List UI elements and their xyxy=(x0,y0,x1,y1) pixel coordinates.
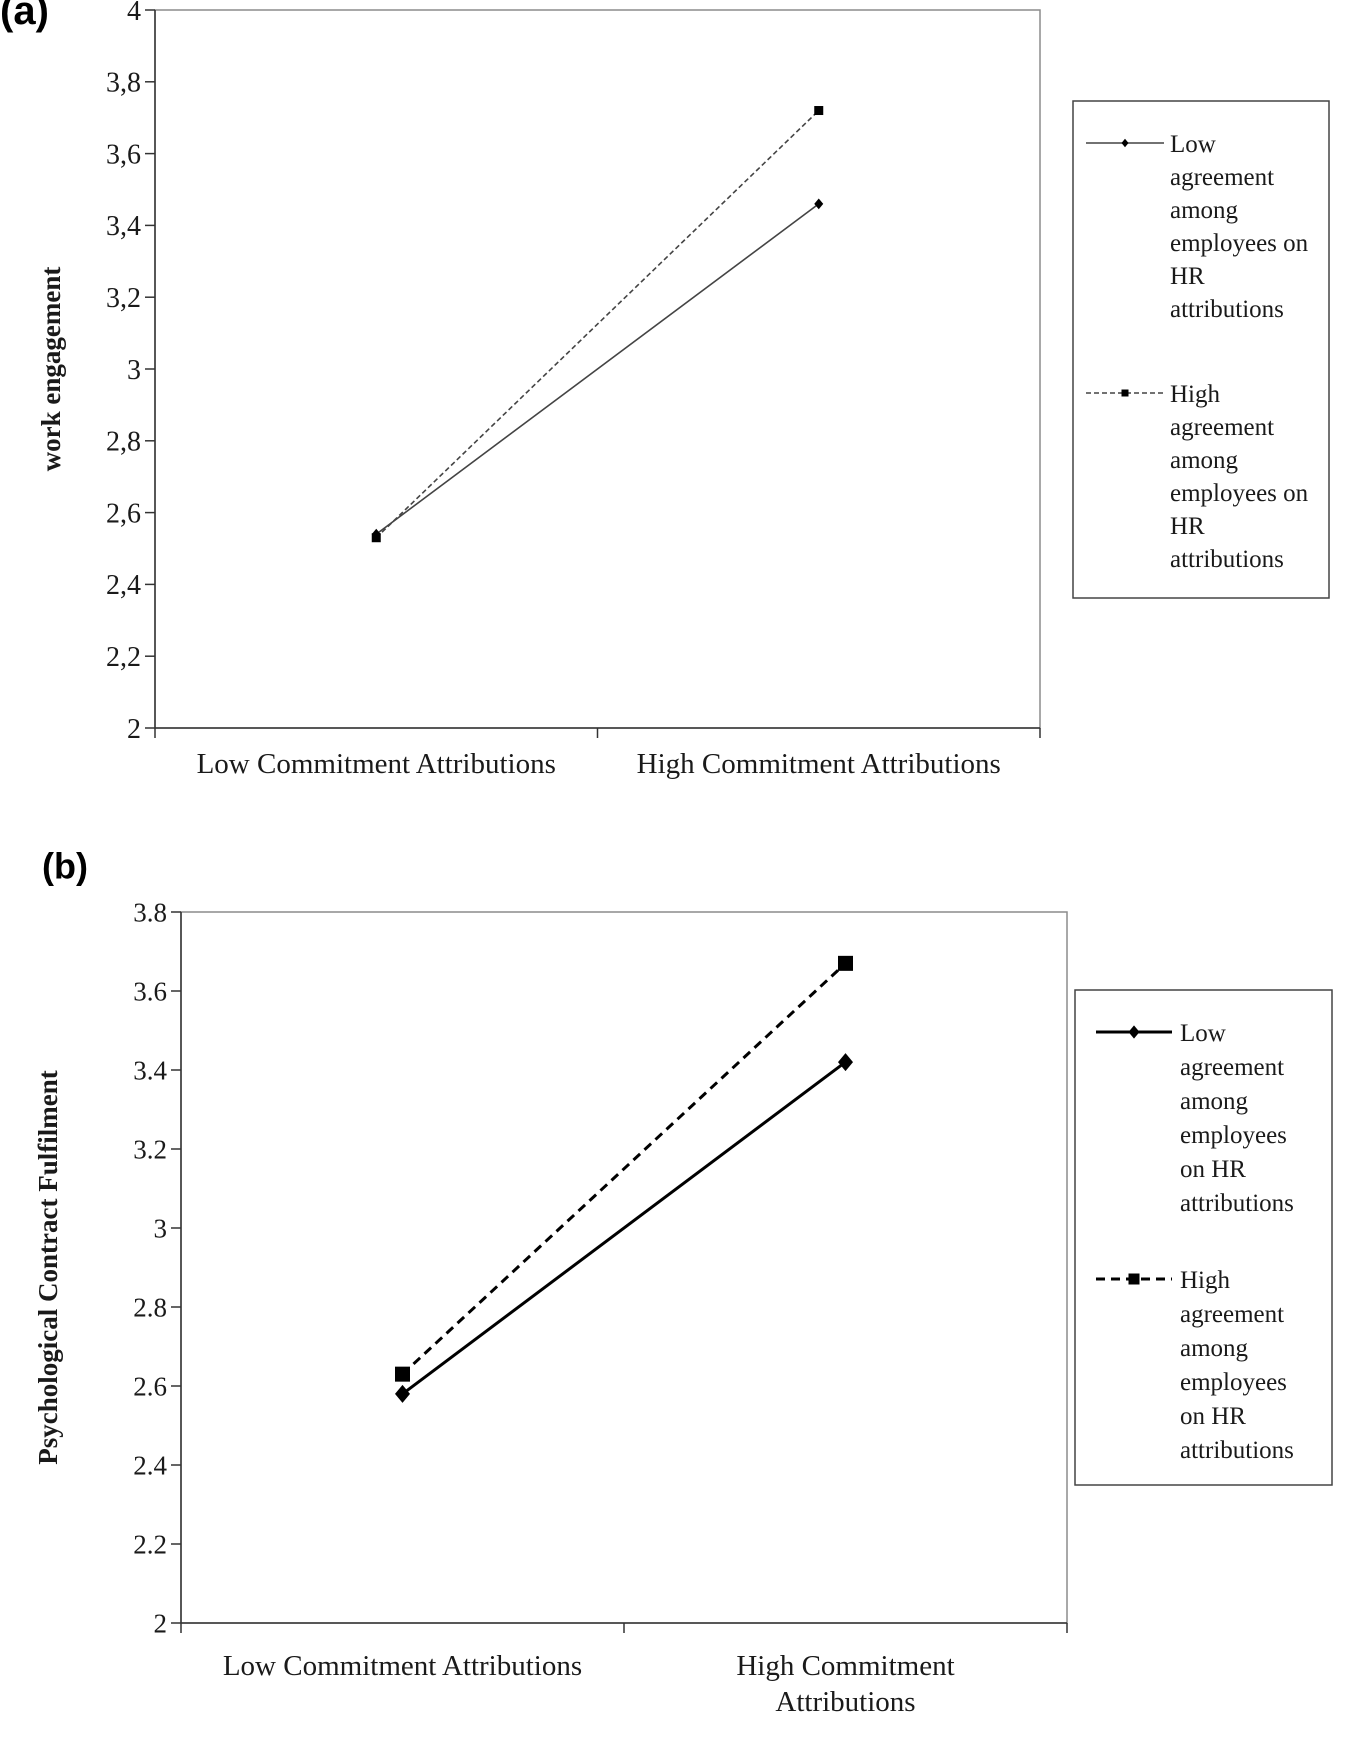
legend-item-low-agreement: Low agreement among employees on HR attributi… xyxy=(1086,131,1309,323)
legend-marker xyxy=(1128,1273,1140,1285)
data-point xyxy=(395,1384,410,1403)
y-tick-label: 4 xyxy=(127,0,141,27)
data-point xyxy=(814,198,824,210)
legend-box xyxy=(1074,989,1333,1486)
chart-a: (a) 2 2,2 2,4 2,6 2,8 3 3,2 3,4 3,6 3,8 4 Low Commit… xyxy=(0,0,1330,780)
legend-marker xyxy=(1128,1025,1140,1039)
y-tick-label: 3.8 xyxy=(133,897,167,927)
y-tick-label: 2,8 xyxy=(106,427,141,458)
x-tick-label: High Commitment Attributions xyxy=(736,1650,954,1718)
y-tick-label: 3.2 xyxy=(133,1134,167,1164)
y-tick-label: 2 xyxy=(154,1608,168,1638)
panel-label: (b) xyxy=(42,846,88,887)
y-axis-title: work engagement xyxy=(36,267,66,472)
data-point xyxy=(814,106,824,116)
series-line xyxy=(375,109,820,539)
legend-label: Low agreement among employees on HR attributi… xyxy=(1170,131,1309,323)
data-point xyxy=(838,955,853,971)
y-tick-label: 3.4 xyxy=(133,1055,167,1085)
y-tick-label: 2.6 xyxy=(133,1371,167,1401)
series-high-agreement xyxy=(395,955,853,1382)
y-tick-label: 3 xyxy=(127,355,141,386)
data-point xyxy=(395,1366,410,1382)
y-tick-label: 3,4 xyxy=(106,211,141,242)
legend-item-high-agreement: High agreement among employees on HR attribut… xyxy=(1086,381,1309,573)
y-tick-label: 3,2 xyxy=(106,283,141,314)
data-point xyxy=(838,1053,853,1072)
panel-label: (a) xyxy=(0,0,49,33)
legend-box xyxy=(1072,100,1330,599)
y-tick-label: 3 xyxy=(154,1213,168,1243)
x-tick-label: High Commitment Attributions xyxy=(637,748,1001,780)
y-tick-label: 2 xyxy=(127,714,141,745)
legend-item-low-agreement: Low agreement among employees on HR attributi… xyxy=(1096,1020,1294,1217)
legend-label: High agreement among employees on HR attribut… xyxy=(1180,1267,1294,1464)
series-low-agreement xyxy=(371,198,824,540)
y-tick-label: 2,4 xyxy=(106,570,141,601)
chart-b: (b) 2 2.2 2.4 2.6 2.8 3 3.2 3.4 3.6 3.8 Low Commitm… xyxy=(33,846,1333,1718)
data-point xyxy=(371,533,381,543)
series-low-agreement xyxy=(395,1053,853,1403)
plot-area xyxy=(180,911,1068,1624)
legend-marker xyxy=(1121,389,1129,397)
y-tick-label: 2,2 xyxy=(106,642,141,673)
x-tick-label: Low Commitment Attributions xyxy=(197,748,556,780)
series-line xyxy=(401,1060,847,1396)
y-tick-label: 3.6 xyxy=(133,976,167,1006)
legend-label: High agreement among employees on HR attribut… xyxy=(1170,381,1309,573)
x-tick-label: Low Commitment Attributions xyxy=(223,1650,582,1682)
legend-item-high-agreement: High agreement among employees on HR attribut… xyxy=(1096,1267,1294,1464)
y-tick-label: 2.8 xyxy=(133,1292,167,1322)
series-high-agreement xyxy=(371,106,824,543)
y-tick-label: 2.2 xyxy=(133,1529,167,1559)
y-tick-label: 3,8 xyxy=(106,68,141,99)
y-tick-label: 2.4 xyxy=(133,1450,167,1480)
legend: Low agreement among employees on HR attributi… xyxy=(1072,100,1330,599)
series-line xyxy=(375,203,820,535)
legend-marker xyxy=(1121,138,1129,148)
y-axis-title: Psychological Contract Fulfilment xyxy=(33,1070,63,1464)
y-tick-label: 2,6 xyxy=(106,498,141,529)
series-line xyxy=(401,962,847,1376)
legend-label: Low agreement among employees on HR attributi… xyxy=(1180,1020,1294,1217)
y-tick-label: 3,6 xyxy=(106,139,141,170)
legend: Low agreement among employees on HR attributi… xyxy=(1074,989,1333,1486)
